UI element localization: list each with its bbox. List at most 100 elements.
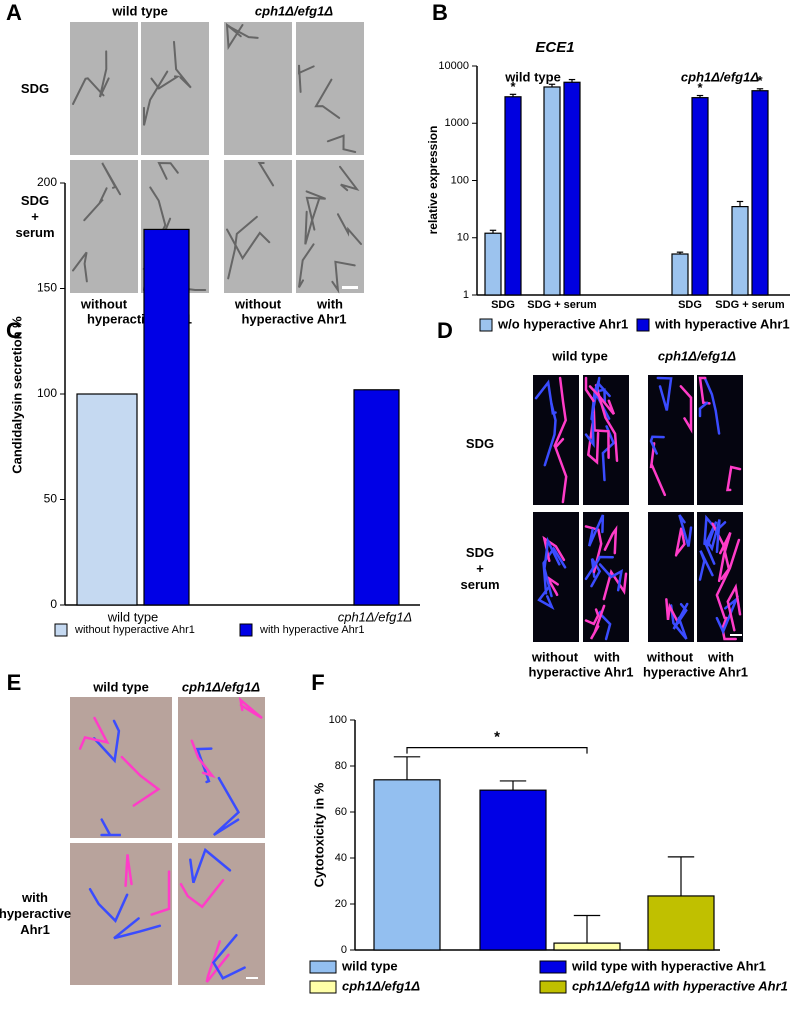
bar	[479, 789, 547, 951]
hypha	[336, 213, 362, 245]
error-bar	[736, 200, 744, 207]
hypha	[703, 376, 721, 435]
bar	[76, 393, 138, 606]
hypha	[679, 385, 693, 434]
hypha	[157, 161, 179, 180]
legend-swatch	[636, 318, 650, 332]
row-label: SDG + serum	[15, 193, 54, 240]
column-header: cph1Δ/efg1Δ	[658, 348, 736, 363]
hypha	[603, 525, 618, 555]
row-label: SDG	[466, 436, 494, 451]
hypha	[656, 376, 673, 411]
row-label-line: SDG	[21, 81, 49, 96]
micrograph	[648, 375, 694, 505]
hypha	[669, 604, 688, 640]
hypha	[305, 190, 326, 231]
x-tick-label: SDG	[491, 299, 515, 311]
hypha	[120, 755, 161, 807]
hypha	[173, 40, 192, 89]
hypha	[150, 75, 181, 90]
y-axis-label: Cytotoxicity in %	[311, 782, 326, 887]
hypha	[101, 162, 122, 196]
hypha	[304, 198, 320, 245]
y-tick-label: 0	[50, 597, 57, 611]
hypha	[211, 933, 246, 980]
hypha	[72, 77, 105, 105]
legend-label: wild type	[341, 958, 398, 973]
y-axis-label: relative expression	[426, 126, 440, 235]
legend-label: wild type with hyperactive Ahr1	[571, 958, 766, 973]
micrograph	[224, 22, 292, 155]
hypha	[546, 576, 559, 597]
footer-label: hyperactive Ahr1	[528, 664, 633, 679]
micrograph	[648, 512, 694, 642]
hypha	[704, 521, 718, 565]
hypha	[584, 376, 595, 403]
legend-label: with hyperactive Ahr1	[654, 316, 790, 331]
y-tick-label: 10	[457, 232, 469, 244]
bar	[553, 942, 621, 951]
hypha	[674, 527, 686, 557]
y-tick-label: 80	[335, 760, 347, 772]
hypha	[649, 442, 667, 497]
row-label-line: SDG	[466, 545, 494, 560]
hypha	[584, 608, 600, 626]
hypha	[298, 243, 315, 288]
hypha	[226, 228, 271, 261]
legend-swatch	[539, 980, 567, 994]
footer-label: hyperactive Ahr1	[241, 311, 346, 326]
hypha	[706, 519, 721, 554]
hypha	[717, 531, 732, 583]
hypha	[212, 776, 241, 837]
panel-letter: C	[6, 318, 22, 343]
y-tick-label: 50	[44, 492, 58, 506]
footer-label: without	[646, 649, 694, 664]
micrograph	[178, 697, 265, 838]
hypha	[326, 134, 357, 153]
bar	[751, 90, 769, 296]
hypha	[226, 24, 259, 39]
y-tick-label: 1000	[445, 117, 469, 129]
hypha	[339, 165, 360, 192]
footer-label: without	[531, 649, 579, 664]
error-bar	[568, 78, 576, 83]
legend-swatch	[479, 318, 493, 332]
hypha	[227, 215, 258, 280]
column-header: cph1Δ/efg1Δ	[255, 3, 333, 18]
hypha	[238, 696, 263, 720]
group-label: wild type	[504, 69, 561, 84]
legend-swatch	[309, 980, 337, 994]
hypha	[590, 381, 600, 421]
y-tick-label: 10000	[438, 60, 469, 72]
hypha	[543, 401, 557, 467]
hypha	[584, 525, 603, 574]
hypha	[602, 569, 628, 601]
row-label-line: +	[476, 561, 484, 576]
bar	[373, 779, 441, 951]
bar	[647, 895, 715, 951]
legend-swatch	[54, 623, 68, 637]
y-tick-label: 100	[37, 386, 57, 400]
significance-mark: *	[697, 80, 703, 95]
hypha	[190, 739, 216, 779]
micrograph	[70, 160, 138, 293]
hypha	[588, 385, 616, 415]
hypha	[314, 78, 341, 119]
hypha	[113, 917, 162, 940]
hypha	[649, 435, 665, 455]
error-bar	[667, 856, 695, 896]
row-label: SDG	[21, 81, 49, 96]
scale-bar	[246, 977, 258, 979]
hypha	[257, 162, 275, 187]
error-bar	[509, 93, 517, 97]
y-tick-label: 60	[335, 806, 347, 818]
hypha	[124, 854, 133, 888]
hypha	[715, 538, 741, 620]
micrograph	[70, 697, 172, 838]
bar	[671, 253, 689, 296]
hypha	[225, 22, 244, 51]
micrograph	[697, 375, 743, 505]
y-tick-label: 150	[37, 281, 57, 295]
hypha	[594, 384, 619, 462]
